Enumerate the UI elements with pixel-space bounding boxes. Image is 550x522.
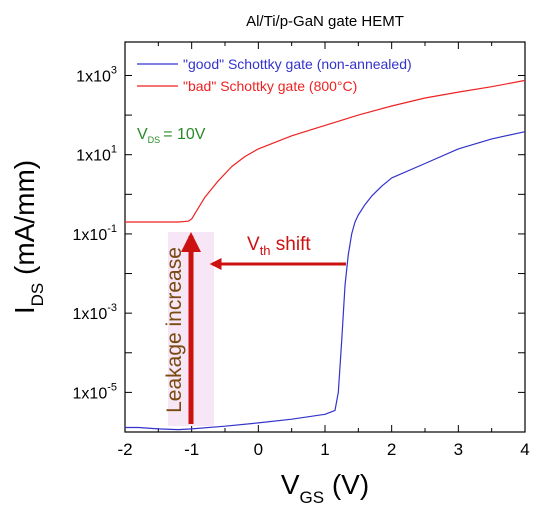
y-tick-label-base: 1x10	[73, 306, 108, 323]
x-tick-label: 1	[320, 440, 329, 459]
y-tick-label-exp: 3	[111, 64, 117, 76]
x-axis-label-unit: (V)	[324, 469, 369, 500]
y-tick-label-exp: -1	[107, 223, 117, 235]
y-axis-label-sub: DS	[28, 283, 47, 307]
chart-title: Al/Ti/p-GaN gate HEMT	[246, 13, 404, 30]
x-tick-label: 4	[520, 440, 529, 459]
legend-label-bad: "bad" Schottky gate (800°C)	[183, 78, 357, 94]
y-tick-label: 1x10-1	[73, 223, 117, 244]
x-tick-label: -1	[184, 440, 199, 459]
y-tick-label-base: 1x10	[76, 68, 111, 85]
y-tick-label: 1x10-5	[73, 381, 117, 402]
series-line-good	[125, 131, 526, 431]
vth-label-main: V	[247, 234, 260, 255]
x-tick-label: 0	[254, 440, 263, 459]
series-line-bad	[125, 79, 526, 223]
vds-main: V	[137, 126, 148, 143]
y-axis-label-unit: (mA/mm)	[9, 160, 40, 283]
legend-label-good: "good" Schottky gate (non-annealed)	[183, 56, 412, 72]
y-tick-label: 1x101	[76, 144, 117, 165]
y-tick-label-base: 1x10	[73, 385, 108, 402]
y-tick-label: 1x10-3	[73, 302, 117, 323]
x-axis-label-sub: GS	[300, 488, 325, 507]
vth-label-sub: th	[260, 243, 271, 258]
y-tick-label-base: 1x10	[76, 148, 111, 165]
x-axis-label: VGS (V)	[281, 469, 369, 507]
leakage-label: Leakage increase	[163, 247, 186, 413]
y-tick-label-base: 1x10	[73, 227, 108, 244]
vds-sub: DS	[148, 135, 161, 145]
y-tick-label-exp: 1	[111, 144, 117, 156]
x-axis-ticks: -2 -1 0 1 2 3 4	[117, 42, 530, 459]
x-tick-label: 2	[387, 440, 396, 459]
y-axis-label-main: I	[9, 306, 40, 314]
series-group	[125, 79, 526, 431]
x-axis-label-main: V	[281, 469, 300, 500]
vth-shift-label: Vth shift	[247, 234, 311, 258]
y-axis-label: IDS (mA/mm)	[9, 160, 47, 314]
y-tick-label-exp: -3	[107, 302, 117, 314]
legend: "good" Schottky gate (non-annealed) "bad…	[137, 56, 412, 94]
x-tick-label: -2	[117, 440, 132, 459]
vds-annotation: VDS = 10V	[137, 126, 206, 145]
y-tick-label-exp: -5	[107, 381, 117, 393]
vth-label-rest: shift	[271, 234, 312, 255]
x-tick-label: 3	[454, 440, 463, 459]
y-tick-label: 1x103	[76, 64, 117, 85]
vds-value: = 10V	[163, 126, 206, 143]
